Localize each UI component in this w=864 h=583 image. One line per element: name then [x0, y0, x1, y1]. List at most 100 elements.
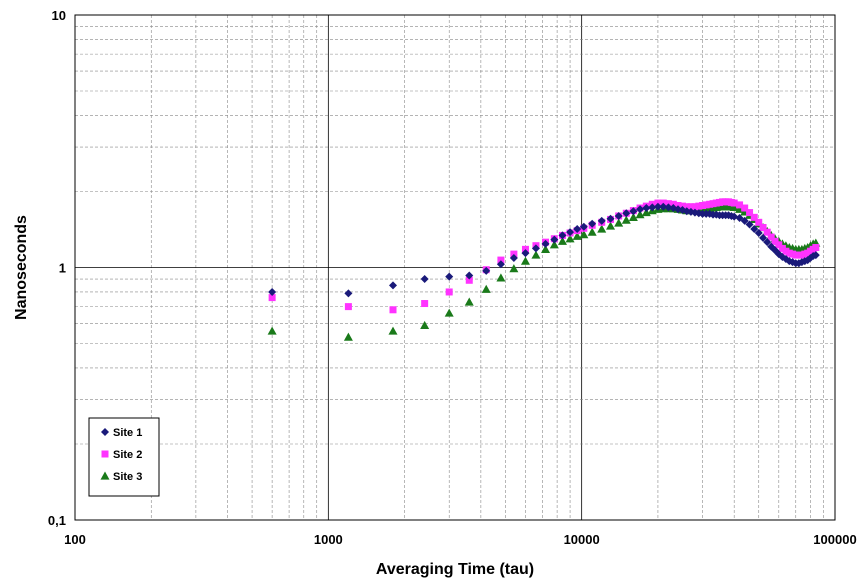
- data-point: [629, 207, 638, 216]
- data-point: [464, 297, 474, 306]
- data-point: [597, 224, 607, 233]
- x-tick-label: 100: [64, 532, 86, 547]
- legend-label: Site 1: [113, 427, 142, 439]
- data-point: [557, 236, 567, 245]
- data-point: [267, 326, 277, 335]
- x-tick-label: 10000: [564, 532, 600, 547]
- data-point: [763, 238, 772, 247]
- data-point: [622, 209, 631, 218]
- data-point: [445, 288, 453, 296]
- data-point: [558, 231, 567, 240]
- legend-marker: [101, 428, 109, 436]
- data-point: [729, 202, 739, 211]
- data-point: [614, 211, 623, 220]
- y-tick-label: 10: [52, 8, 66, 23]
- legend-label: Site 3: [113, 471, 142, 483]
- data-point: [754, 228, 763, 237]
- data-point: [636, 205, 645, 214]
- data-point: [344, 289, 353, 298]
- plot-area-border: [74, 14, 836, 521]
- data-point: [531, 244, 540, 253]
- data-point: [541, 239, 550, 248]
- legend-item: Site 1: [101, 427, 142, 439]
- data-point: [389, 306, 397, 314]
- data-point: [344, 303, 352, 311]
- data-point: [541, 244, 551, 253]
- data-point: [444, 308, 454, 317]
- data-point: [740, 216, 749, 225]
- data-point: [597, 216, 606, 225]
- data-point: [745, 220, 754, 229]
- data-point: [659, 202, 668, 211]
- data-point: [755, 218, 763, 226]
- data-point: [750, 213, 758, 221]
- data-point: [509, 264, 519, 273]
- data-point: [621, 215, 631, 224]
- y-axis-ticks: 0,1 1 10: [48, 8, 66, 528]
- data-point: [763, 228, 771, 236]
- data-point: [614, 218, 624, 227]
- data-point: [420, 320, 430, 329]
- data-point: [550, 235, 559, 244]
- data-point: [730, 199, 738, 207]
- data-point: [746, 209, 754, 217]
- y-axis-title: Nanoseconds: [13, 215, 30, 320]
- data-points: [267, 198, 821, 341]
- data-point: [520, 256, 530, 265]
- data-point: [421, 300, 429, 308]
- data-point: [465, 276, 473, 284]
- x-tick-label: 1000: [314, 532, 343, 547]
- data-point: [481, 284, 491, 293]
- data-point: [628, 212, 638, 221]
- data-point: [587, 227, 597, 236]
- data-point: [420, 275, 429, 284]
- legend-marker: [101, 450, 109, 458]
- data-point: [771, 237, 779, 245]
- data-point: [573, 225, 582, 234]
- data-point: [750, 225, 759, 234]
- data-point: [509, 254, 518, 263]
- data-point: [767, 233, 775, 241]
- data-point: [811, 251, 820, 260]
- data-point: [759, 224, 767, 232]
- data-point: [741, 204, 749, 212]
- data-point: [268, 294, 276, 302]
- data-point: [687, 203, 695, 211]
- legend-item: Site 2: [101, 449, 142, 461]
- data-point: [388, 326, 398, 335]
- data-point: [736, 201, 744, 209]
- x-tick-label: 100000: [813, 532, 856, 547]
- data-point: [664, 203, 673, 212]
- data-point: [549, 240, 559, 249]
- data-point: [642, 204, 651, 213]
- x-axis-title: Averaging Time (tau): [376, 561, 534, 578]
- data-point: [775, 241, 783, 249]
- data-point: [566, 228, 575, 237]
- data-point: [695, 202, 703, 210]
- data-point: [268, 287, 277, 296]
- data-point: [389, 281, 398, 290]
- y-tick-label: 0,1: [48, 513, 66, 528]
- x-axis-ticks: 100 1000 10000 100000: [64, 532, 857, 547]
- y-tick-label: 1: [59, 261, 66, 276]
- data-point: [759, 233, 768, 242]
- data-point: [465, 271, 474, 280]
- data-point: [521, 249, 530, 258]
- data-point: [531, 250, 541, 259]
- data-point: [588, 219, 597, 228]
- data-point: [683, 203, 691, 211]
- data-point: [497, 256, 505, 264]
- data-point: [579, 230, 589, 239]
- legend-label: Site 2: [113, 449, 142, 461]
- data-point: [565, 234, 575, 243]
- data-point: [653, 202, 662, 211]
- data-point: [606, 214, 615, 223]
- data-point: [606, 221, 616, 230]
- data-point: [572, 231, 582, 240]
- series-site-1: [268, 202, 820, 298]
- legend-box: [88, 417, 160, 497]
- data-point: [812, 244, 820, 252]
- data-point: [648, 203, 657, 212]
- legend-marker: [100, 471, 110, 480]
